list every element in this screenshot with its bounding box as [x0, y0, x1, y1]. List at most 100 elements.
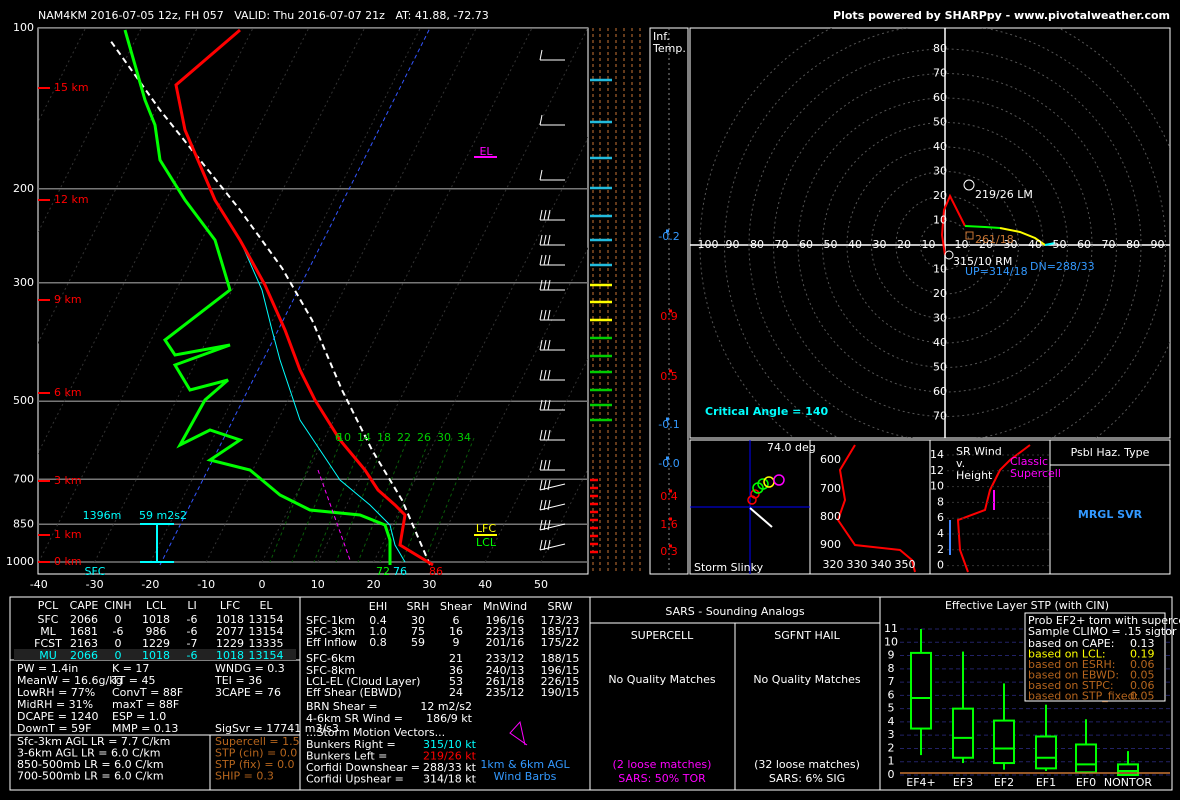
hodo-trace-mid — [964, 225, 1001, 229]
index: DownT = 59F — [17, 722, 91, 735]
thetae-xtick: 340 — [871, 558, 892, 571]
sars-hail: SGFNT HAIL — [774, 629, 840, 642]
srwind-ytick: 2 — [937, 543, 944, 556]
sfc-td: 72 — [376, 565, 390, 578]
height-label: 3 km — [54, 474, 82, 487]
thetae-ytick: 600 — [820, 453, 841, 466]
stp-ytick: 8 — [888, 662, 895, 675]
inftemp-value: -0.0 — [658, 457, 679, 470]
parcel-cell: ML — [40, 625, 56, 638]
slinky-angle: 74.0 deg — [767, 441, 816, 454]
barb-flag — [543, 254, 547, 266]
temp-label: -30 — [86, 578, 104, 591]
motion-value: 219/26 kt — [423, 750, 477, 763]
index: 3CAPE = 76 — [215, 686, 281, 699]
hodo-ring-label: 50 — [824, 238, 838, 251]
barb-flag — [547, 429, 551, 441]
stp-legend-label: based on CAPE: — [1028, 637, 1114, 650]
mixing-ratio — [313, 437, 365, 563]
texts: NAM4KM 2016-07-05 12z, FH 057 VALID: Thu… — [6, 9, 1180, 789]
sars-title: SARS - Sounding Analogs — [665, 605, 804, 618]
motion-label: Bunkers Right = — [306, 738, 399, 751]
barb-flag — [547, 279, 551, 291]
thetae-ytick: 800 — [820, 510, 841, 523]
hodo-grid — [690, 28, 1170, 438]
hazard-frame — [1049, 439, 1171, 575]
sfc-label: SFC — [85, 565, 106, 578]
hodo-ring-label: 30 — [933, 165, 947, 178]
index: MMP = 0.13 — [112, 722, 178, 735]
kin-extra: 4-6km SR Wind = — [306, 712, 407, 725]
box — [952, 707, 974, 759]
hodo-ring-label: 40 — [1028, 238, 1042, 251]
inflow-srh: 59 m2s2 — [139, 509, 187, 522]
stp-ytick: 4 — [888, 715, 895, 728]
hazard-title: Psbl Haz. Type — [1071, 446, 1150, 459]
srwind-trace — [956, 444, 1031, 573]
pressure-label: 850 — [13, 517, 34, 530]
hodo-ring-label: 40 — [933, 336, 947, 349]
kin-cell: 196/16 — [486, 614, 525, 627]
severe-param: STP (fix) = 0.0 — [215, 758, 295, 771]
hodo-ring-label: 70 — [1102, 238, 1116, 251]
mean-label: 261/18 — [975, 233, 1014, 246]
kin-cell: 190/15 — [541, 686, 580, 699]
lapse-rate: 850-500mb LR = 6.0 C/km — [17, 758, 164, 771]
height-label: 0 km — [54, 555, 82, 568]
parcel-cell: -6 — [187, 613, 198, 626]
inftemp-value: 0.3 — [660, 545, 678, 558]
barb-flag — [547, 539, 551, 551]
kin-cell: 0.4 — [369, 614, 387, 627]
mean-marker — [965, 231, 974, 240]
barb-flag — [547, 459, 551, 471]
stp-legend-label: based on EBWD: — [1028, 669, 1119, 682]
stp-legend-label: based on STP_fixed: — [1028, 690, 1138, 703]
sars-supercell: SUPERCELL — [631, 629, 694, 642]
srwind-ytick: 12 — [930, 464, 944, 477]
lm-marker — [963, 179, 975, 191]
sfc-t: 86 — [429, 565, 443, 578]
stp-ytick: 9 — [888, 649, 895, 662]
hodo-ring-label: 50 — [1053, 238, 1067, 251]
parcel-cell: 2163 — [70, 637, 98, 650]
barb-flag — [547, 254, 551, 266]
pressure-label: 700 — [13, 472, 34, 485]
barb-flag — [543, 429, 547, 441]
sars-result: SARS: 50% TOR — [618, 772, 706, 785]
barb-flag — [547, 369, 551, 381]
kin-cell: 53 — [449, 675, 463, 688]
kin-cell: 226/15 — [541, 675, 580, 688]
parcel-cell: 1229 — [216, 637, 244, 650]
motion-value: 315/10 kt — [423, 738, 477, 751]
kin-cell: SFC-6km — [306, 652, 355, 665]
parcel-header: PCL — [38, 599, 59, 612]
parcel-cell: 986 — [146, 625, 167, 638]
barb-flag — [539, 209, 543, 221]
barb-flag — [539, 279, 543, 291]
inftemp-value: 0.4 — [660, 490, 678, 503]
temp-label: -10 — [197, 578, 215, 591]
motion-label: Corfidi Upshear = — [306, 773, 407, 786]
parcel-cell: 0 — [115, 649, 122, 662]
stp-legend-box — [1024, 612, 1166, 702]
stp-legend-value: 0.06 — [1130, 658, 1155, 671]
barb-flag — [539, 234, 543, 246]
parcel-cell: 13154 — [249, 613, 284, 626]
parcel-cell: 13335 — [249, 637, 284, 650]
stp-ytick: 11 — [884, 622, 898, 635]
motion-value: 314/18 kt — [423, 773, 477, 786]
mixing-ratio — [401, 437, 453, 563]
kin-cell: 240/13 — [486, 664, 525, 677]
dewpoint-trace — [123, 29, 392, 565]
temp-label: 20 — [367, 578, 381, 591]
parcel-cell: 1229 — [142, 637, 170, 650]
parcel-cell: -6 — [187, 625, 198, 638]
pressure-label: 1000 — [6, 555, 34, 568]
stp-ytick: 1 — [888, 755, 895, 768]
index: TEI = 36 — [214, 674, 262, 687]
inftemp-title: Inf. Temp. — [652, 30, 686, 55]
parcel-cell: -7 — [187, 637, 198, 650]
index: MidRH = 31% — [17, 698, 93, 711]
hodo-ring-label: 60 — [933, 385, 947, 398]
parcel-header: LFC — [220, 599, 240, 612]
